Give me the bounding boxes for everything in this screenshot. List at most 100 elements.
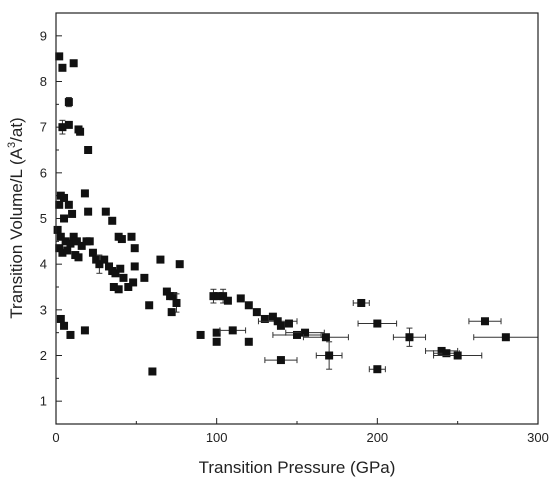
data-point bbox=[214, 292, 223, 301]
data-point bbox=[101, 207, 110, 216]
data-point bbox=[212, 328, 221, 337]
plot-frame bbox=[55, 12, 539, 425]
data-point bbox=[56, 232, 65, 241]
data-point bbox=[88, 248, 97, 257]
data-point bbox=[373, 365, 382, 374]
data-point bbox=[64, 98, 73, 107]
data-point bbox=[223, 296, 232, 305]
data-point bbox=[85, 237, 94, 246]
data-point bbox=[55, 244, 64, 253]
data-point bbox=[105, 262, 114, 271]
data-point bbox=[273, 317, 282, 326]
data-point bbox=[64, 200, 73, 209]
y-axis-title: Transition Volume/L (A3/at) bbox=[6, 117, 26, 318]
data-point bbox=[58, 248, 67, 257]
data-point bbox=[61, 237, 70, 246]
data-point bbox=[92, 255, 101, 264]
data-point bbox=[84, 146, 93, 154]
x-tick-label: 100 bbox=[206, 430, 228, 445]
data-point bbox=[108, 216, 117, 225]
data-point bbox=[76, 127, 85, 136]
data-point bbox=[228, 326, 237, 335]
y-tick-label: 7 bbox=[40, 120, 47, 135]
data-point bbox=[244, 301, 253, 310]
data-point bbox=[156, 255, 165, 264]
data-point bbox=[175, 260, 184, 269]
data-point bbox=[53, 225, 62, 234]
data-point bbox=[442, 349, 451, 358]
data-point bbox=[60, 193, 69, 202]
data-point bbox=[501, 333, 510, 342]
data-point bbox=[252, 308, 261, 317]
data-point bbox=[167, 308, 176, 317]
data-point bbox=[453, 351, 462, 360]
data-point bbox=[66, 330, 75, 339]
data-point bbox=[169, 292, 178, 301]
data-point bbox=[260, 314, 269, 323]
data-point bbox=[116, 264, 125, 273]
data-point bbox=[60, 214, 69, 223]
data-point bbox=[480, 317, 489, 326]
x-tick-label: 300 bbox=[527, 430, 549, 445]
data-point bbox=[77, 241, 86, 250]
y-tick-label: 6 bbox=[40, 165, 47, 180]
data-point bbox=[69, 232, 78, 241]
y-tick-label: 3 bbox=[40, 302, 47, 317]
y-tick-label: 1 bbox=[40, 394, 47, 409]
y-tick-label: 5 bbox=[40, 211, 47, 226]
data-point bbox=[124, 283, 133, 291]
data-point bbox=[172, 298, 181, 307]
data-point bbox=[84, 207, 93, 216]
data-point bbox=[68, 209, 77, 218]
data-point bbox=[127, 232, 136, 241]
axis-ticks: 0 100 200 300 1 2 3 4 5 6 7 8 9 bbox=[40, 28, 549, 445]
data-point bbox=[74, 253, 83, 262]
data-point bbox=[437, 346, 446, 355]
data-point bbox=[60, 321, 69, 330]
data-point bbox=[301, 328, 310, 337]
data-point bbox=[56, 314, 65, 323]
data-point bbox=[321, 333, 330, 342]
y-tick-label: 2 bbox=[40, 348, 47, 363]
x-axis-title: Transition Pressure (GPa) bbox=[199, 458, 396, 477]
data-point bbox=[268, 312, 277, 321]
data-point bbox=[284, 319, 293, 328]
data-point bbox=[219, 292, 228, 301]
data-point bbox=[69, 59, 78, 68]
data-point bbox=[63, 246, 72, 255]
y-axis-title-superscript: 3 bbox=[6, 142, 18, 148]
y-tick-label: 9 bbox=[40, 28, 47, 43]
data-point bbox=[109, 283, 118, 291]
data-point bbox=[55, 52, 64, 61]
y-tick-label: 8 bbox=[40, 74, 47, 89]
x-tick-label: 200 bbox=[366, 430, 388, 445]
data-point bbox=[72, 237, 81, 246]
x-tick-label: 0 bbox=[52, 430, 59, 445]
data-point bbox=[66, 239, 75, 248]
data-points bbox=[53, 52, 539, 376]
data-point bbox=[111, 269, 120, 278]
data-point bbox=[162, 287, 171, 296]
data-point bbox=[114, 285, 123, 294]
data-point bbox=[405, 333, 414, 342]
data-point bbox=[276, 356, 285, 365]
data-point bbox=[80, 326, 89, 335]
data-point bbox=[100, 255, 109, 264]
data-point bbox=[325, 351, 334, 360]
data-point bbox=[58, 63, 67, 72]
y-axis-title-tail: /at) bbox=[7, 117, 26, 142]
data-point bbox=[129, 278, 138, 287]
data-point bbox=[145, 301, 154, 310]
data-point bbox=[276, 321, 285, 330]
data-point bbox=[119, 273, 128, 282]
data-point bbox=[196, 330, 205, 339]
data-point bbox=[357, 298, 366, 307]
data-point bbox=[95, 260, 104, 269]
data-point bbox=[55, 200, 64, 209]
data-point bbox=[293, 330, 301, 339]
data-point bbox=[140, 273, 149, 282]
data-point bbox=[373, 319, 382, 328]
data-point bbox=[117, 235, 126, 244]
data-point bbox=[236, 294, 245, 303]
